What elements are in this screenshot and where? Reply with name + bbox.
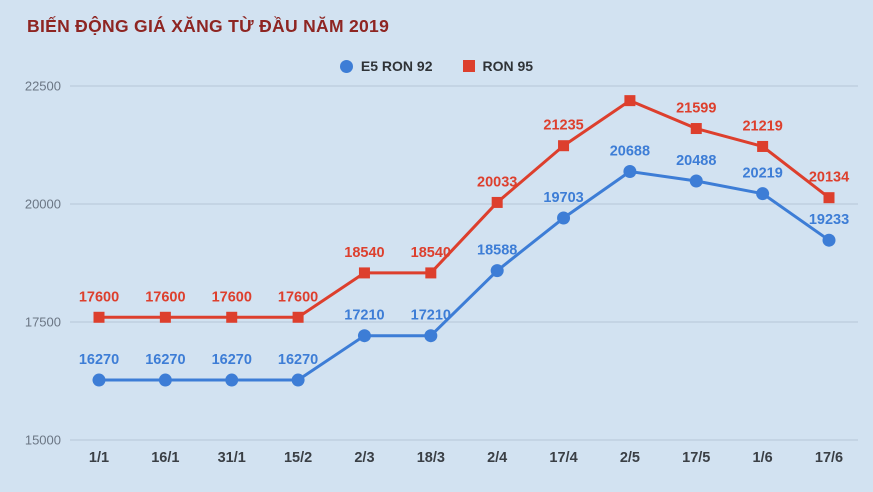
x-axis-tick-label: 31/1 (218, 450, 246, 466)
data-label-ron-95: 21235 (543, 118, 583, 134)
data-point-ron-95 (159, 311, 171, 323)
data-label-e5-ron-92: 16270 (79, 352, 119, 368)
data-point-ron-95 (757, 140, 769, 152)
data-label-e5-ron-92: 16270 (145, 352, 185, 368)
legend-item-e5-ron-92: E5 RON 92 (339, 58, 433, 74)
circle-marker-icon (339, 59, 353, 73)
data-point-ron-95 (624, 95, 636, 107)
data-label-ron-95: 18540 (411, 245, 451, 261)
data-label-ron-95: 21219 (742, 118, 782, 134)
data-label-e5-ron-92: 19703 (543, 190, 583, 206)
data-point-e5-ron-92 (756, 187, 770, 201)
data-point-ron-95 (93, 311, 105, 323)
data-label-ron-95: 17600 (278, 289, 318, 305)
legend-item-ron-95: RON 95 (462, 58, 534, 74)
y-axis-tick-label: 22500 (25, 79, 61, 94)
square-marker-icon (462, 60, 475, 72)
data-point-ron-95 (690, 123, 702, 135)
data-label-e5-ron-92: 16270 (212, 352, 252, 368)
x-axis-tick-label: 2/5 (620, 450, 640, 466)
y-axis-tick-label: 15000 (25, 433, 61, 448)
legend-label: E5 RON 92 (360, 58, 433, 74)
legend-label: RON 95 (482, 58, 534, 74)
chart-title: BIẾN ĐỘNG GIÁ XĂNG TỪ ĐẦU NĂM 2019 (27, 16, 390, 36)
data-point-ron-95 (292, 311, 304, 323)
data-point-e5-ron-92 (822, 233, 836, 247)
series-line-ron-95 (97, 99, 831, 319)
x-axis-tick-label: 2/3 (354, 450, 374, 466)
data-label-ron-95: 17600 (145, 289, 185, 305)
data-label-e5-ron-92: 17210 (411, 308, 451, 324)
data-label-e5-ron-92: 18588 (477, 243, 517, 259)
data-point-e5-ron-92 (92, 373, 106, 387)
y-axis-tick-label: 20000 (25, 197, 61, 212)
data-label-ron-95: 17600 (79, 289, 119, 305)
data-point-ron-95 (491, 196, 503, 208)
x-axis-tick-label: 17/4 (549, 450, 577, 466)
y-axis-tick-label: 17500 (25, 315, 61, 330)
data-point-e5-ron-92 (158, 373, 172, 387)
data-point-e5-ron-92 (424, 329, 438, 343)
data-point-ron-95 (558, 140, 570, 152)
data-point-ron-95 (823, 192, 835, 204)
data-label-e5-ron-92: 20219 (742, 166, 782, 182)
data-label-e5-ron-92: 20488 (676, 153, 716, 169)
x-axis-tick-label: 17/6 (815, 450, 843, 466)
chart-legend: E5 RON 92 RON 95 (0, 58, 873, 74)
data-label-ron-95: 20033 (477, 174, 517, 190)
data-label-ron-95: 18540 (344, 245, 384, 261)
data-point-ron-95 (425, 267, 437, 279)
data-label-e5-ron-92: 17210 (344, 308, 384, 324)
data-point-e5-ron-92 (490, 264, 504, 278)
data-point-e5-ron-92 (291, 373, 305, 387)
x-axis-tick-label: 1/1 (89, 450, 109, 466)
data-label-e5-ron-92: 20688 (610, 144, 650, 160)
series-line-e5-ron-92 (97, 170, 831, 382)
x-axis-tick-label: 15/2 (284, 450, 312, 466)
x-axis-tick-label: 1/6 (753, 450, 773, 466)
data-point-e5-ron-92 (225, 373, 239, 387)
data-label-ron-95: 21599 (676, 101, 716, 117)
data-point-e5-ron-92 (557, 211, 571, 225)
data-label-e5-ron-92: 16270 (278, 352, 318, 368)
data-label-ron-95: 20134 (809, 170, 849, 186)
x-axis-tick-label: 16/1 (151, 450, 179, 466)
data-point-ron-95 (226, 311, 238, 323)
data-label-ron-95: 17600 (212, 289, 252, 305)
data-point-e5-ron-92 (623, 165, 637, 179)
data-point-ron-95 (358, 267, 370, 279)
data-point-e5-ron-92 (357, 329, 371, 343)
x-axis-tick-label: 18/3 (417, 450, 445, 466)
data-label-e5-ron-92: 19233 (809, 212, 849, 228)
x-axis-tick-label: 17/5 (682, 450, 710, 466)
data-point-e5-ron-92 (689, 174, 703, 188)
x-axis-tick-label: 2/4 (487, 450, 507, 466)
